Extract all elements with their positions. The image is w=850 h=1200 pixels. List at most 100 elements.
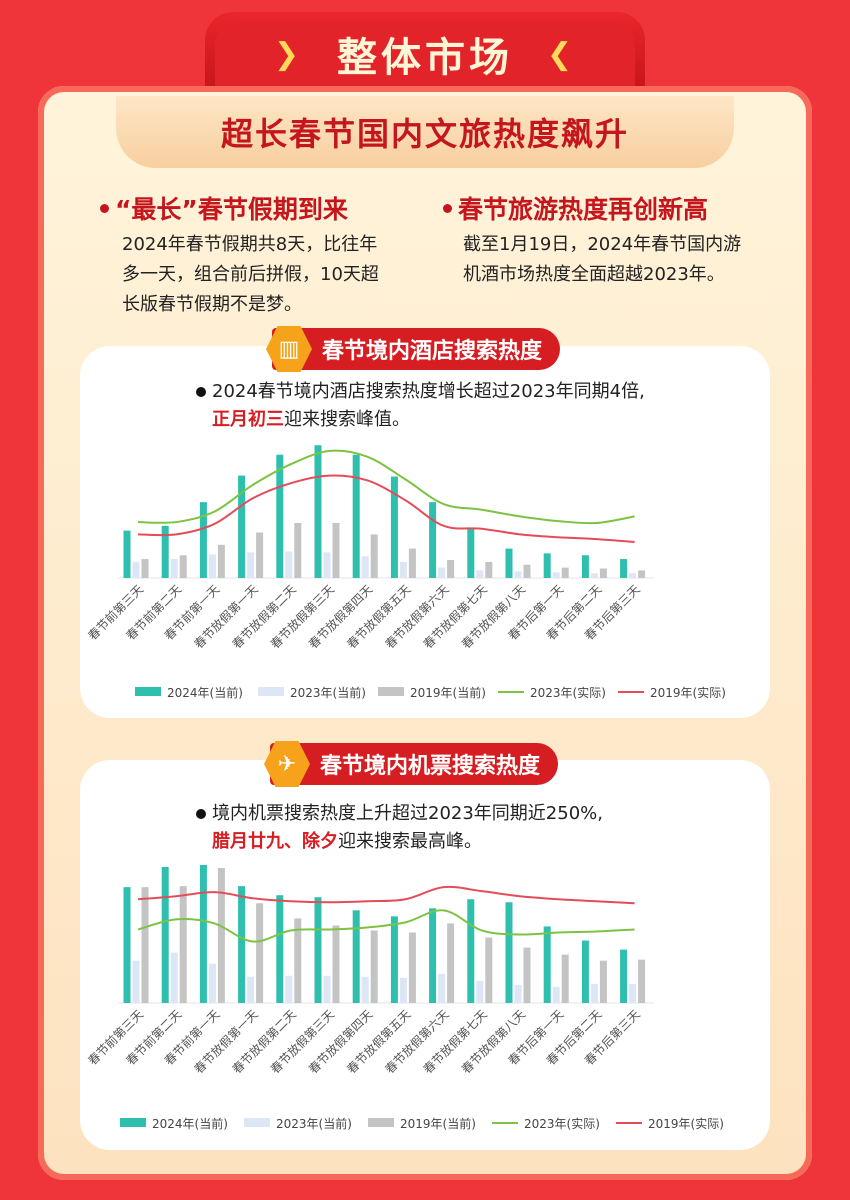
bar xyxy=(285,551,293,578)
bar xyxy=(543,553,551,578)
bar xyxy=(581,940,589,1003)
category-label: 春节放假第二天 xyxy=(229,582,299,652)
bar xyxy=(352,910,360,1003)
legend-swatch xyxy=(378,687,404,696)
bar xyxy=(208,554,216,578)
bar xyxy=(294,918,302,1003)
legend-label: 2023年(当前) xyxy=(290,685,366,700)
bar xyxy=(123,887,131,1003)
bar xyxy=(467,528,475,578)
bar xyxy=(638,570,646,578)
legend-swatch xyxy=(120,1118,146,1127)
bar xyxy=(247,552,255,578)
bar xyxy=(217,544,225,578)
bar xyxy=(638,959,646,1003)
bar xyxy=(217,868,225,1003)
legend-label: 2019年(当前) xyxy=(400,1116,476,1131)
point-line: 机酒市场热度全面超越2023年。 xyxy=(463,264,725,285)
bar xyxy=(238,886,246,1003)
bar xyxy=(170,559,178,578)
category-label: 春节放假第四天 xyxy=(305,582,375,652)
series-line xyxy=(137,885,635,905)
bar xyxy=(199,864,207,1003)
category-label: 春节放假第三天 xyxy=(267,582,337,652)
bar xyxy=(294,523,302,578)
bar xyxy=(361,976,369,1003)
category-label: 春节放假第七天 xyxy=(420,582,490,652)
series-line xyxy=(137,449,635,525)
point-title: 春节旅游热度再创新高 xyxy=(458,195,709,224)
flight-card xyxy=(80,760,770,1150)
page-title: 整体市场 xyxy=(337,35,513,81)
bar xyxy=(485,561,493,578)
bar xyxy=(561,567,569,578)
bar xyxy=(514,984,522,1003)
category-label: 春节放假第六天 xyxy=(382,1007,452,1077)
bar xyxy=(276,895,284,1003)
flight-note-highlight: 腊月廿九、除夕 xyxy=(212,831,338,852)
bar xyxy=(476,980,484,1003)
bar xyxy=(141,559,149,578)
point-line: 截至1月19日，2024年春节国内游 xyxy=(463,234,742,255)
bar xyxy=(514,571,522,578)
series-line xyxy=(137,474,635,543)
bar xyxy=(390,916,398,1003)
bar xyxy=(599,960,607,1003)
bar xyxy=(523,564,531,578)
bar xyxy=(132,960,140,1003)
bar xyxy=(552,986,560,1003)
bar xyxy=(361,556,369,578)
bar xyxy=(132,561,140,578)
bar xyxy=(408,932,416,1003)
bar xyxy=(590,573,598,578)
hotel-chart: 春节前第三天春节前第二天春节前第一天春节放假第一天春节放假第二天春节放假第三天春… xyxy=(85,445,726,700)
legend-label: 2024年(当前) xyxy=(152,1116,228,1131)
bar xyxy=(323,552,331,578)
hotel-note-rest: 迎来搜索峰值。 xyxy=(284,409,410,430)
point-title: “最长”春节假期到来 xyxy=(115,195,348,224)
bullet-icon xyxy=(443,203,452,213)
hotel-icon: ▥ xyxy=(266,326,312,372)
bar xyxy=(179,886,187,1003)
bar xyxy=(370,534,378,578)
bar xyxy=(141,887,149,1003)
bar xyxy=(581,555,589,578)
category-label: 春节放假第一天 xyxy=(191,582,261,652)
point-longest-holiday: “最长”春节假期到来 2024年春节假期共8天，比往年 多一天，组合前后拼假，1… xyxy=(100,190,440,320)
flight-chart: 春节前第三天春节前第二天春节前第一天春节放假第一天春节放假第二天春节放假第三天春… xyxy=(85,864,724,1131)
point-travel-heat: 春节旅游热度再创新高 截至1月19日，2024年春节国内游 机酒市场热度全面超越… xyxy=(443,190,783,290)
legend-label: 2023年(实际) xyxy=(530,685,606,700)
bar xyxy=(438,973,446,1003)
legend-swatch xyxy=(258,687,284,696)
legend-label: 2024年(当前) xyxy=(167,685,243,700)
bar xyxy=(476,570,484,578)
category-label: 春节放假第六天 xyxy=(382,582,452,652)
flight-section-tag: ✈ 春节境内机票搜索热度 xyxy=(264,741,559,787)
category-label: 春节放假第八天 xyxy=(458,582,528,652)
series-line xyxy=(137,909,635,943)
bar xyxy=(161,525,169,578)
chevron-left-icon: ❮ xyxy=(547,36,577,72)
legend-label: 2023年(实际) xyxy=(524,1116,600,1131)
legend-label: 2019年(当前) xyxy=(410,685,486,700)
flight-note-rest: 迎来搜索最高峰。 xyxy=(338,831,482,852)
bar xyxy=(276,454,284,578)
hotel-card xyxy=(80,346,770,718)
plane-icon: ✈ xyxy=(264,741,310,787)
bar xyxy=(505,902,513,1003)
point-line: 2024年春节假期共8天，比往年 xyxy=(122,234,378,255)
bar xyxy=(390,476,398,578)
header-tab: ❯ 整体市场 ❮ xyxy=(205,12,645,86)
bar xyxy=(399,977,407,1003)
legend-swatch xyxy=(135,687,161,696)
hotel-section-tag: ▥ 春节境内酒店搜索热度 xyxy=(266,326,561,372)
bar xyxy=(590,983,598,1003)
bar xyxy=(370,930,378,1003)
bullet-icon xyxy=(196,809,206,819)
bullet-icon xyxy=(100,203,109,213)
legend-swatch xyxy=(244,1118,270,1127)
bar xyxy=(620,559,628,578)
flight-note: 境内机票搜索热度上升超过2023年同期近250%, 腊月廿九、除夕迎来搜索最高峰… xyxy=(196,800,603,856)
bar xyxy=(447,559,455,578)
hotel-tag-label: 春节境内酒店搜索热度 xyxy=(322,339,543,364)
